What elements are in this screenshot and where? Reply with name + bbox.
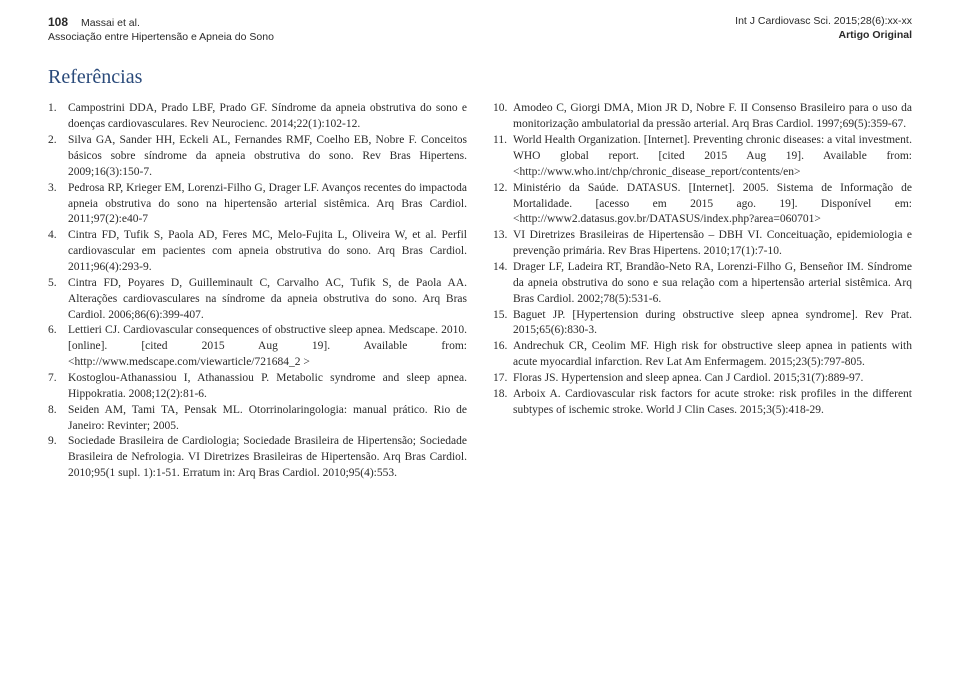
reference-text: World Health Organization. [Internet]. P… bbox=[513, 133, 912, 181]
reference-item: 11.World Health Organization. [Internet]… bbox=[493, 133, 912, 181]
page: 108 Massai et al. Associação entre Hiper… bbox=[0, 0, 960, 482]
reference-text: Drager LF, Ladeira RT, Brandão-Neto RA, … bbox=[513, 260, 912, 308]
reference-number: 9. bbox=[48, 434, 68, 482]
journal-citation: Int J Cardiovasc Sci. 2015;28(6):xx-xx bbox=[735, 14, 912, 28]
reference-text: Ministério da Saúde. DATASUS. [Internet]… bbox=[513, 181, 912, 229]
reference-text: Pedrosa RP, Krieger EM, Lorenzi-Filho G,… bbox=[68, 181, 467, 229]
reference-item: 14.Drager LF, Ladeira RT, Brandão-Neto R… bbox=[493, 260, 912, 308]
references-column-right: 10.Amodeo C, Giorgi DMA, Mion JR D, Nobr… bbox=[493, 101, 912, 482]
reference-text: Amodeo C, Giorgi DMA, Mion JR D, Nobre F… bbox=[513, 101, 912, 133]
reference-text: Arboix A. Cardiovascular risk factors fo… bbox=[513, 387, 912, 419]
header-right: Int J Cardiovasc Sci. 2015;28(6):xx-xx A… bbox=[735, 14, 912, 44]
reference-number: 6. bbox=[48, 323, 68, 371]
reference-number: 1. bbox=[48, 101, 68, 133]
reference-item: 6.Lettieri CJ. Cardiovascular consequenc… bbox=[48, 323, 467, 371]
reference-number: 15. bbox=[493, 308, 513, 340]
reference-item: 2.Silva GA, Sander HH, Eckeli AL, Fernan… bbox=[48, 133, 467, 181]
reference-item: 13.VI Diretrizes Brasileiras de Hiperten… bbox=[493, 228, 912, 260]
header-left-line1: 108 Massai et al. bbox=[48, 14, 274, 30]
reference-text: Seiden AM, Tami TA, Pensak ML. Otorrinol… bbox=[68, 403, 467, 435]
reference-text: Floras JS. Hypertension and sleep apnea.… bbox=[513, 371, 912, 387]
reference-item: 1.Campostrini DDA, Prado LBF, Prado GF. … bbox=[48, 101, 467, 133]
reference-text: Andrechuk CR, Ceolim MF. High risk for o… bbox=[513, 339, 912, 371]
reference-number: 10. bbox=[493, 101, 513, 133]
reference-item: 15.Baguet JP. [Hypertension during obstr… bbox=[493, 308, 912, 340]
reference-item: 12.Ministério da Saúde. DATASUS. [Intern… bbox=[493, 181, 912, 229]
reference-item: 8.Seiden AM, Tami TA, Pensak ML. Otorrin… bbox=[48, 403, 467, 435]
reference-text: Cintra FD, Tufik S, Paola AD, Feres MC, … bbox=[68, 228, 467, 276]
article-type: Artigo Original bbox=[735, 28, 912, 42]
page-number: 108 bbox=[48, 15, 68, 29]
header-left: 108 Massai et al. Associação entre Hiper… bbox=[48, 14, 274, 44]
reference-number: 18. bbox=[493, 387, 513, 419]
reference-number: 8. bbox=[48, 403, 68, 435]
reference-number: 14. bbox=[493, 260, 513, 308]
header-authors: Massai et al. bbox=[81, 17, 140, 29]
reference-item: 3.Pedrosa RP, Krieger EM, Lorenzi-Filho … bbox=[48, 181, 467, 229]
reference-text: Baguet JP. [Hypertension during obstruct… bbox=[513, 308, 912, 340]
header-left-line2: Associação entre Hipertensão e Apneia do… bbox=[48, 30, 274, 44]
reference-number: 17. bbox=[493, 371, 513, 387]
reference-number: 7. bbox=[48, 371, 68, 403]
reference-number: 3. bbox=[48, 181, 68, 229]
references-columns: 1.Campostrini DDA, Prado LBF, Prado GF. … bbox=[48, 101, 912, 482]
reference-text: Lettieri CJ. Cardiovascular consequences… bbox=[68, 323, 467, 371]
running-header: 108 Massai et al. Associação entre Hiper… bbox=[48, 14, 912, 44]
reference-text: Silva GA, Sander HH, Eckeli AL, Fernande… bbox=[68, 133, 467, 181]
reference-item: 9.Sociedade Brasileira de Cardiologia; S… bbox=[48, 434, 467, 482]
reference-text: Cintra FD, Poyares D, Guilleminault C, C… bbox=[68, 276, 467, 324]
references-column-left: 1.Campostrini DDA, Prado LBF, Prado GF. … bbox=[48, 101, 467, 482]
reference-item: 5.Cintra FD, Poyares D, Guilleminault C,… bbox=[48, 276, 467, 324]
reference-item: 16.Andrechuk CR, Ceolim MF. High risk fo… bbox=[493, 339, 912, 371]
reference-number: 16. bbox=[493, 339, 513, 371]
reference-number: 12. bbox=[493, 181, 513, 229]
reference-number: 11. bbox=[493, 133, 513, 181]
reference-text: Sociedade Brasileira de Cardiologia; Soc… bbox=[68, 434, 467, 482]
reference-text: Kostoglou-Athanassiou I, Athanassiou P. … bbox=[68, 371, 467, 403]
reference-item: 4.Cintra FD, Tufik S, Paola AD, Feres MC… bbox=[48, 228, 467, 276]
section-title-references: Referências bbox=[48, 66, 912, 89]
reference-number: 13. bbox=[493, 228, 513, 260]
reference-number: 2. bbox=[48, 133, 68, 181]
reference-item: 7.Kostoglou-Athanassiou I, Athanassiou P… bbox=[48, 371, 467, 403]
reference-number: 5. bbox=[48, 276, 68, 324]
reference-item: 18.Arboix A. Cardiovascular risk factors… bbox=[493, 387, 912, 419]
reference-item: 10.Amodeo C, Giorgi DMA, Mion JR D, Nobr… bbox=[493, 101, 912, 133]
reference-number: 4. bbox=[48, 228, 68, 276]
reference-item: 17.Floras JS. Hypertension and sleep apn… bbox=[493, 371, 912, 387]
reference-text: VI Diretrizes Brasileiras de Hipertensão… bbox=[513, 228, 912, 260]
reference-text: Campostrini DDA, Prado LBF, Prado GF. Sí… bbox=[68, 101, 467, 133]
